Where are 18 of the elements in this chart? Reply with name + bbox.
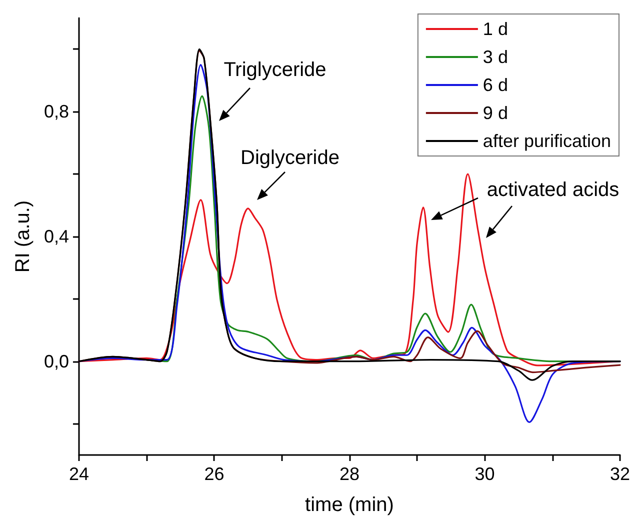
x-tick-label: 24 [68, 464, 90, 484]
x-axis-title: time (min) [305, 494, 394, 516]
legend-label: 3 d [482, 47, 508, 67]
legend-label: 9 d [482, 103, 508, 123]
y-tick-label: 0,4 [44, 226, 69, 246]
legend-label: after purification [482, 131, 612, 151]
legend-label: 1 d [482, 19, 508, 39]
annotation: Triglyceride [224, 59, 326, 81]
x-tick-label: 28 [339, 464, 360, 484]
y-tick-label: 0,0 [44, 351, 69, 372]
y-tick-label: 0,8 [44, 102, 69, 122]
x-tick-label: 32 [610, 464, 630, 484]
legend-label: 6 d [482, 75, 508, 95]
x-tick-label: 26 [204, 464, 224, 484]
y-axis-title: RI (a.u.) [12, 200, 34, 273]
x-tick-label: 30 [474, 464, 495, 484]
annotation: activated acids [486, 179, 620, 201]
annotation: Diglyceride [240, 147, 340, 169]
